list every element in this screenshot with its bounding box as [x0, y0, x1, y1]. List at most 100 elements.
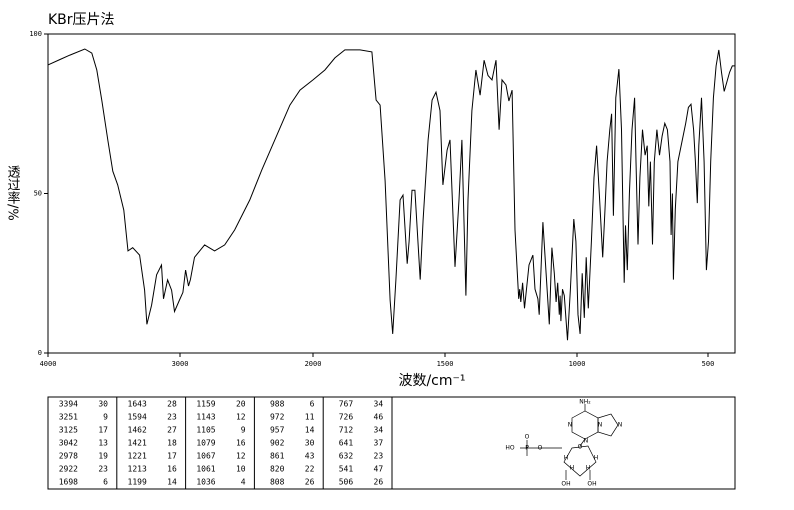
peak-wavenumber: 972 — [270, 413, 285, 422]
structure-label: N — [618, 422, 623, 429]
peak-transmittance: 17 — [167, 452, 177, 461]
peak-transmittance: 22 — [305, 465, 315, 474]
peak-transmittance: 37 — [374, 439, 384, 448]
peak-transmittance: 10 — [236, 465, 246, 474]
peak-wavenumber: 1462 — [128, 426, 147, 435]
peak-transmittance: 14 — [167, 478, 177, 487]
peak-wavenumber: 3125 — [59, 426, 78, 435]
peak-transmittance: 12 — [236, 452, 246, 461]
peak-wavenumber: 820 — [270, 465, 285, 474]
peak-transmittance: 26 — [374, 478, 384, 487]
peak-wavenumber: 1079 — [196, 439, 215, 448]
spectrum-line — [47, 48, 735, 341]
x-tick-label: 4000 — [40, 360, 57, 368]
peak-transmittance: 16 — [236, 439, 246, 448]
peak-transmittance: 18 — [167, 439, 177, 448]
peak-wavenumber: 3042 — [59, 439, 78, 448]
peak-wavenumber: 2978 — [59, 452, 78, 461]
peak-wavenumber: 3251 — [59, 413, 78, 422]
peak-transmittance: 11 — [305, 413, 315, 422]
structure-label: N — [598, 422, 603, 429]
peak-wavenumber: 541 — [339, 465, 354, 474]
peak-wavenumber: 1159 — [196, 400, 215, 409]
x-axis-label: 波数/cm⁻¹ — [398, 373, 465, 389]
peak-wavenumber: 3394 — [59, 400, 78, 409]
peak-transmittance: 13 — [98, 439, 108, 448]
structure-label: H — [594, 455, 599, 462]
x-tick-label: 500 — [702, 360, 715, 368]
peak-transmittance: 34 — [374, 400, 384, 409]
peak-transmittance: 16 — [167, 465, 177, 474]
peak-transmittance: 6 — [103, 478, 108, 487]
peak-transmittance: 20 — [236, 400, 246, 409]
peak-transmittance: 17 — [98, 426, 108, 435]
peak-wavenumber: 767 — [339, 400, 354, 409]
structure-label: H — [586, 465, 591, 472]
structure-label: OH — [561, 481, 570, 488]
structure-label: OH — [587, 481, 596, 488]
x-tick-label: 1000 — [569, 360, 586, 368]
peak-transmittance: 34 — [374, 426, 384, 435]
peak-wavenumber: 1199 — [128, 478, 147, 487]
peak-transmittance: 9 — [103, 413, 108, 422]
peak-transmittance: 12 — [236, 413, 246, 422]
peak-transmittance: 9 — [241, 426, 246, 435]
peak-wavenumber: 1061 — [196, 465, 215, 474]
peak-wavenumber: 988 — [270, 400, 285, 409]
peak-wavenumber: 1594 — [128, 413, 147, 422]
chart-title: KBr压片法 — [48, 12, 115, 28]
structure-label: O — [538, 445, 543, 452]
peak-wavenumber: 641 — [339, 439, 354, 448]
peak-wavenumber: 712 — [339, 426, 354, 435]
peak-transmittance: 4 — [241, 478, 246, 487]
x-tick-label: 2000 — [305, 360, 322, 368]
peak-transmittance: 23 — [374, 452, 384, 461]
peak-wavenumber: 1221 — [128, 452, 147, 461]
peak-transmittance: 30 — [305, 439, 315, 448]
peak-wavenumber: 2922 — [59, 465, 78, 474]
peak-wavenumber: 1421 — [128, 439, 147, 448]
y-tick-label: 100 — [29, 30, 42, 38]
y-tick-label: 50 — [34, 190, 42, 198]
peak-wavenumber: 1213 — [128, 465, 147, 474]
structure-label: P — [525, 445, 529, 452]
peak-wavenumber: 506 — [339, 478, 354, 487]
peak-transmittance: 26 — [305, 478, 315, 487]
plot-frame — [47, 33, 736, 354]
peak-transmittance: 46 — [374, 413, 384, 422]
y-tick-label: 0 — [38, 349, 42, 357]
peak-wavenumber: 957 — [270, 426, 285, 435]
peak-wavenumber: 902 — [270, 439, 285, 448]
structure-label: O — [578, 444, 583, 451]
y-axis-label: 透过率/% — [5, 165, 21, 221]
peak-transmittance: 30 — [98, 400, 108, 409]
peak-wavenumber: 1036 — [196, 478, 215, 487]
peak-transmittance: 28 — [167, 400, 177, 409]
x-tick-label: 1500 — [437, 360, 454, 368]
peak-wavenumber: 726 — [339, 413, 354, 422]
peak-wavenumber: 1143 — [196, 413, 215, 422]
structure-label: H — [570, 465, 575, 472]
peak-transmittance: 14 — [305, 426, 315, 435]
structure-label: N — [584, 438, 589, 445]
peak-wavenumber: 861 — [270, 452, 285, 461]
structure — [520, 404, 619, 480]
structure-label: NH₂ — [579, 399, 591, 406]
peak-wavenumber: 1105 — [196, 426, 215, 435]
x-tick-label: 3000 — [172, 360, 189, 368]
structure-label: N — [568, 422, 573, 429]
structure-label: H — [564, 455, 569, 462]
peak-wavenumber: 1643 — [128, 400, 147, 409]
peak-transmittance: 19 — [98, 452, 108, 461]
peak-wavenumber: 1067 — [196, 452, 215, 461]
peak-transmittance: 23 — [167, 413, 177, 422]
peak-wavenumber: 808 — [270, 478, 285, 487]
structure-label: HO — [505, 445, 515, 452]
peak-transmittance: 43 — [305, 452, 315, 461]
peak-transmittance: 23 — [98, 465, 108, 474]
structure-label: O — [525, 434, 530, 441]
peak-transmittance: 27 — [167, 426, 177, 435]
peak-wavenumber: 1698 — [59, 478, 78, 487]
peak-wavenumber: 632 — [339, 452, 354, 461]
